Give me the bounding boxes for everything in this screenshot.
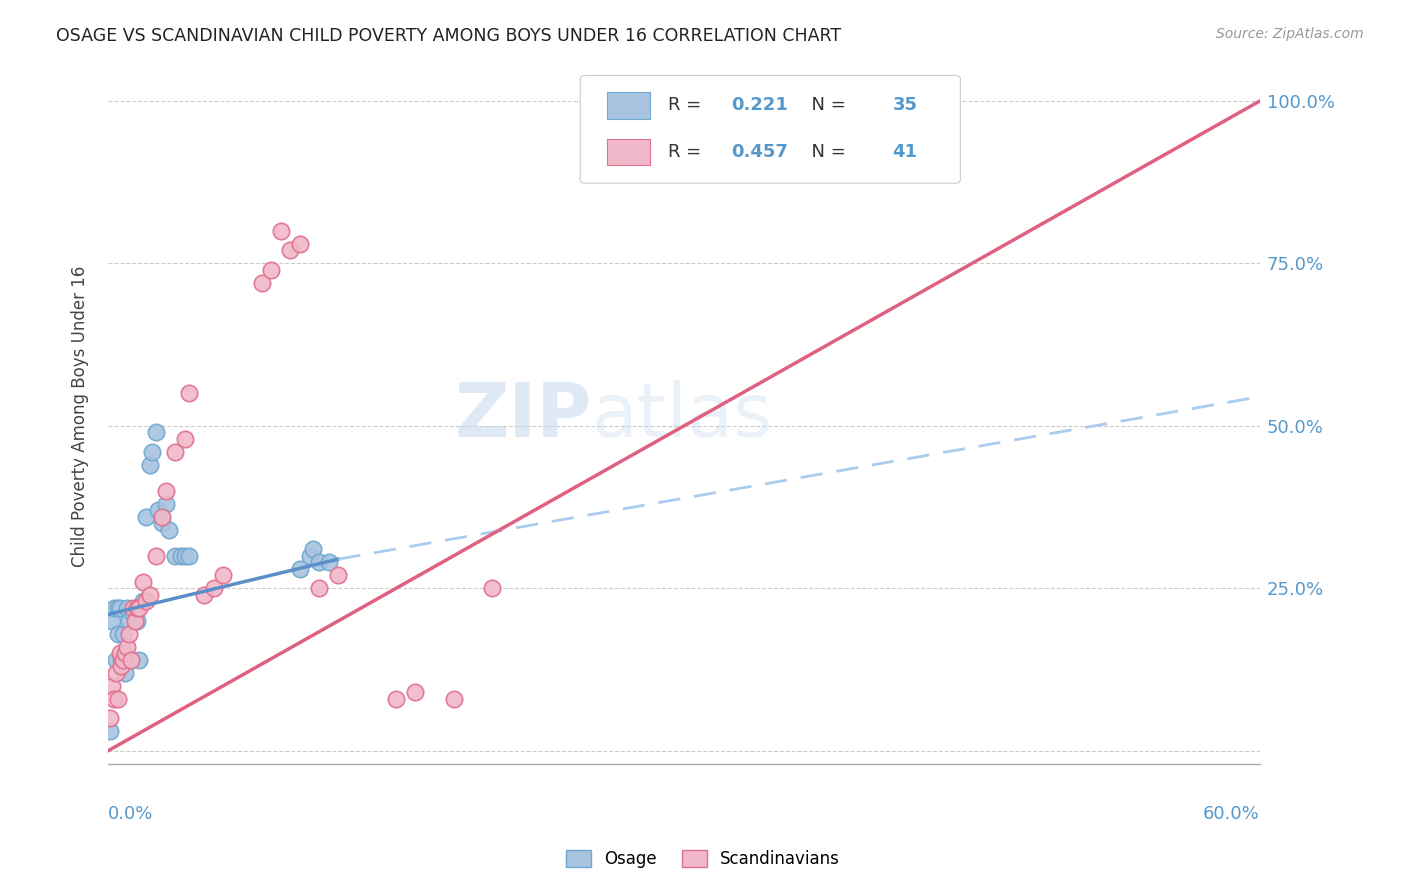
Point [122,607,145,622]
Point [260,263,283,277]
Text: atlas: atlas [592,380,773,452]
Point [385,691,408,706]
Point [145,549,167,563]
Point [112,627,135,641]
Point [139,458,162,472]
Text: 60.0%: 60.0% [1204,805,1260,823]
Point [125,600,148,615]
Point [404,685,426,699]
Point [110,653,132,667]
Point [103,600,125,615]
Point [288,237,311,252]
Point [270,224,292,238]
Point [108,646,131,660]
Point [173,549,195,563]
Point [124,614,146,628]
Point [177,386,200,401]
Point [328,568,350,582]
Point [108,600,131,615]
Point [212,568,235,582]
Point [135,509,157,524]
Point [150,516,173,531]
Point [98,724,121,739]
Point [177,549,200,563]
Point [827,113,849,128]
FancyBboxPatch shape [607,92,651,119]
Point [115,640,138,654]
Point [131,574,153,589]
Point [110,659,132,673]
Point [146,503,169,517]
Point [150,509,173,524]
Point [120,653,142,667]
Text: 0.0%: 0.0% [108,805,153,823]
Point [308,582,330,596]
Text: 0.457: 0.457 [731,143,787,161]
Point [128,600,150,615]
Y-axis label: Child Poverty Among Boys Under 16: Child Poverty Among Boys Under 16 [72,266,89,566]
Point [145,425,167,440]
Point [170,549,193,563]
Point [193,588,215,602]
Point [107,691,129,706]
Point [112,653,135,667]
Text: Source: ZipAtlas.com: Source: ZipAtlas.com [1216,27,1364,41]
Point [173,432,195,446]
Point [101,614,124,628]
Point [120,653,142,667]
Text: R =: R = [668,96,707,114]
Text: OSAGE VS SCANDINAVIAN CHILD POVERTY AMONG BOYS UNDER 16 CORRELATION CHART: OSAGE VS SCANDINAVIAN CHILD POVERTY AMON… [56,27,841,45]
Point [107,627,129,641]
Point [443,691,465,706]
Legend: Osage, Scandinavians: Osage, Scandinavians [560,843,846,875]
Point [141,445,163,459]
Point [118,614,141,628]
Point [302,542,325,557]
Point [155,483,177,498]
Point [165,445,187,459]
Point [298,549,321,563]
Text: N =: N = [800,96,852,114]
Point [250,276,273,290]
Text: R =: R = [668,143,707,161]
Point [114,665,136,680]
Text: 41: 41 [893,143,917,161]
Point [769,113,792,128]
Point [280,244,302,258]
FancyBboxPatch shape [581,76,960,183]
Text: ZIP: ZIP [454,380,592,452]
Point [118,627,141,641]
Point [481,582,503,596]
Point [155,497,177,511]
Point [114,646,136,660]
Point [157,523,180,537]
FancyBboxPatch shape [607,139,651,165]
Point [135,594,157,608]
Point [101,679,124,693]
Point [139,588,162,602]
Point [128,653,150,667]
Point [107,600,129,615]
Text: 35: 35 [893,96,917,114]
Point [318,555,340,569]
Point [115,653,138,667]
Point [104,653,127,667]
Point [98,711,121,725]
Point [202,582,225,596]
Point [288,562,311,576]
Text: 0.221: 0.221 [731,96,787,114]
Point [115,600,138,615]
Point [165,549,187,563]
Point [125,614,148,628]
Point [122,600,145,615]
Point [104,665,127,680]
Point [308,555,330,569]
Text: N =: N = [800,143,852,161]
Point [103,691,125,706]
Point [131,594,153,608]
